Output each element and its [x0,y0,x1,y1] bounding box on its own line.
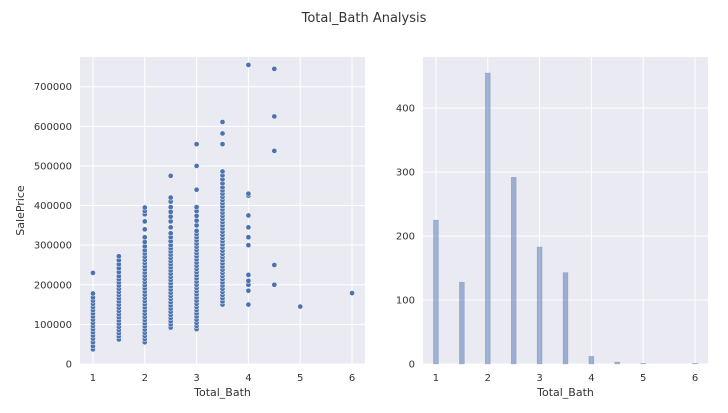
sc-y-tick-label: 400000 [34,201,72,212]
hi-y-tick-label: 300 [396,168,415,179]
scatter-point [141,226,148,233]
scatter-point [219,130,226,137]
histogram-bar [536,246,543,365]
scatter-point [167,230,174,237]
scatter-y-axis-label: SalePrice [14,185,27,236]
scatter-point [193,222,200,229]
figure-title: Total_Bath Analysis [301,11,427,26]
histogram-x-axis-label: Total_Bath [536,386,594,399]
scatter-y-tick-labels: 0 100000 200000 300000 400000 500000 600000 700… [34,82,72,370]
sc-x-tick-label: 4 [245,373,251,384]
scatter-point [245,234,252,241]
scatter-point [141,234,148,241]
sc-y-tick-label: 0 [66,360,72,371]
histogram-bar [588,356,595,365]
scatter-plot: 1 2 3 4 5 6 0 100000 200000 300000 400000 500000 60… [14,57,365,399]
hi-y-tick-label: 200 [396,232,415,243]
sc-x-tick-label: 3 [193,373,199,384]
scatter-point [271,66,278,72]
scatter-point [219,168,226,175]
histogram-plot: 1 2 3 4 5 6 0 100 200 300 400 Total_Bath [396,57,708,399]
scatter-point [271,281,278,288]
scatter-point [193,163,200,169]
sc-x-tick-label: 1 [90,373,96,384]
sc-y-tick-label: 700000 [34,82,72,93]
sc-y-tick-label: 600000 [34,122,72,133]
scatter-point [141,239,148,245]
scatter-point [167,194,174,201]
hi-x-tick-label: 1 [433,373,439,384]
scatter-point [271,148,278,154]
scatter-x-tick-labels: 1 2 3 4 5 6 [90,373,355,384]
scatter-point [245,242,252,249]
scatter-point [245,190,252,197]
histogram-bar [640,363,646,365]
scatter-point [349,290,355,296]
sc-y-tick-label: 200000 [34,280,72,291]
scatter-point [90,290,96,297]
hi-y-tick-label: 100 [396,296,415,307]
hi-x-tick-label: 5 [640,373,646,384]
scatter-point [167,172,174,179]
scatter-point [167,204,174,210]
hi-y-tick-label: 400 [396,104,415,115]
histogram-bar [562,272,569,365]
scatter-point [219,141,226,147]
histogram-bar [510,176,517,365]
sc-x-tick-label: 2 [142,373,148,384]
sc-y-tick-label: 100000 [34,320,72,331]
hi-x-tick-label: 3 [536,373,542,384]
hi-x-tick-label: 4 [588,373,594,384]
histogram-bar [459,281,465,365]
scatter-point [193,212,200,219]
sc-x-tick-label: 6 [349,373,355,384]
sc-y-tick-label: 500000 [34,161,72,172]
scatter-x-axis-label: Total_Bath [193,386,251,399]
scatter-point [245,224,252,231]
scatter-point [141,218,148,225]
scatter-points [90,62,355,353]
histogram-x-tick-labels: 1 2 3 4 5 6 [433,373,698,384]
sc-y-tick-label: 300000 [34,241,72,252]
scatter-gridlines [80,57,365,365]
histogram-bar [692,363,698,365]
scatter-point [245,272,252,278]
sc-x-tick-label: 5 [297,373,303,384]
scatter-point [245,212,252,219]
scatter-point [271,262,278,268]
histogram-bar [485,72,491,365]
scatter-point [141,204,148,211]
scatter-point [297,303,304,310]
scatter-point [167,218,174,225]
scatter-point [193,204,200,210]
scatter-point [167,224,174,231]
scatter-point [193,217,200,224]
scatter-point [167,213,174,220]
hi-x-tick-label: 2 [485,373,491,384]
scatter-point [90,270,96,276]
scatter-point [271,113,278,120]
scatter-point [116,253,122,260]
scatter-point [245,62,252,68]
histogram-bar [614,361,621,365]
hi-y-tick-label: 0 [409,360,415,371]
scatter-point [245,287,252,294]
scatter-point [245,301,252,308]
scatter-point [219,119,226,125]
scatter-point [167,209,174,215]
scatter-point [193,141,200,147]
scatter-point [245,277,252,284]
hi-x-tick-label: 6 [692,373,698,384]
histogram-bars [433,72,698,365]
histogram-y-tick-labels: 0 100 200 300 400 [396,104,415,371]
scatter-point [193,186,200,193]
scatter-point [193,228,200,234]
histogram-bar [433,219,439,365]
